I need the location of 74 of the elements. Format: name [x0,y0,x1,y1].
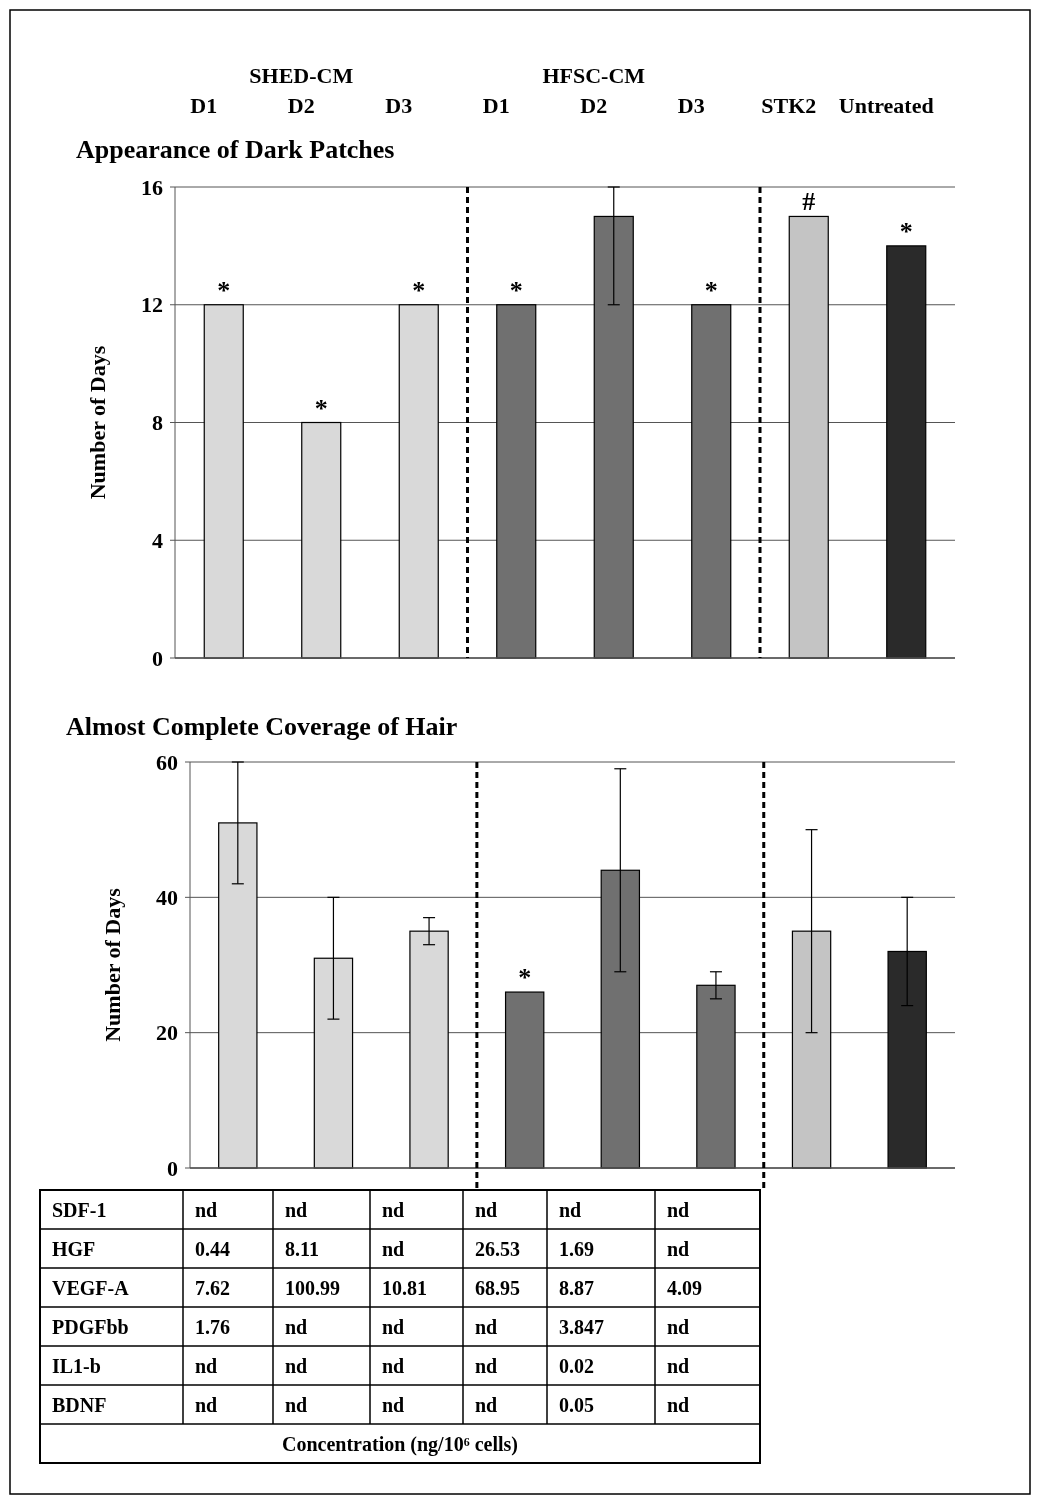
text: nd [195,1354,218,1377]
y-tick-label: 60 [156,749,178,775]
y-tick-label: 40 [156,885,178,911]
x-tick-label: D2 [287,93,315,118]
category-label: BDNF [52,1393,107,1416]
text: nd [382,1315,405,1338]
data-label: # [802,187,816,217]
data-label: * [217,275,231,305]
text: 1.69 [559,1237,594,1260]
y-tick-label: 8 [152,410,163,436]
data-label: * [412,275,426,305]
text: nd [667,1237,690,1260]
data-label: * [509,275,523,305]
chart-title: Almost Complete Coverage of Hair [66,712,458,741]
text: nd [475,1198,498,1221]
category-label: PDGFbb [52,1315,129,1338]
text: nd [382,1198,405,1221]
text: nd [285,1354,308,1377]
text: nd [475,1354,498,1377]
y-tick-label: 0 [152,645,163,671]
text: nd [195,1198,218,1221]
text: SHED-CM [249,63,354,88]
category-label: HGF [52,1237,96,1260]
text: HFSC-CM [542,63,646,88]
x-tick-label: Untreated [838,93,934,118]
text: nd [285,1315,308,1338]
text: 4.09 [667,1276,702,1299]
text: nd [195,1393,218,1416]
data-label: * [518,963,532,993]
y-tick-label: 16 [141,174,163,200]
text: 1.76 [195,1315,230,1338]
text: nd [559,1198,582,1221]
data-label: * [899,216,913,246]
text: 3.847 [559,1315,604,1338]
text: 26.53 [475,1237,520,1260]
text: 10.81 [382,1276,427,1299]
text: 100.99 [285,1276,340,1299]
text: nd [285,1393,308,1416]
category-label: VEGF-A [52,1276,129,1299]
y-axis-title: Number of Days [85,345,110,500]
x-tick-label: D3 [677,93,705,118]
text: nd [475,1393,498,1416]
text: nd [382,1393,405,1416]
text: 0.44 [195,1237,230,1260]
x-tick-label: D1 [482,93,510,118]
text: 8.11 [285,1237,319,1260]
x-tick-label: D3 [385,93,413,118]
text: 0.05 [559,1393,594,1416]
data-label: * [314,393,328,423]
x-tick-label: D1 [190,93,218,118]
text: 7.62 [195,1276,230,1299]
text: 8.87 [559,1276,594,1299]
x-tick-label: STK2 [761,93,817,118]
chart-title: Appearance of Dark Patches [76,135,395,164]
text: nd [667,1354,690,1377]
text: nd [382,1354,405,1377]
text: nd [667,1198,690,1221]
data-label: * [704,275,718,305]
text: nd [382,1237,405,1260]
text: 0.02 [559,1354,594,1377]
category-label: IL1-b [52,1354,101,1377]
category-label: SDF-1 [52,1198,107,1221]
y-axis-title: Number of Days [100,887,125,1042]
y-tick-label: 0 [167,1155,178,1181]
text: 68.95 [475,1276,520,1299]
y-tick-label: 12 [141,292,163,318]
x-tick-label: D2 [580,93,608,118]
y-tick-label: 4 [152,527,163,553]
y-tick-label: 20 [156,1020,178,1046]
text: nd [667,1315,690,1338]
text: Concentration (ng/10⁶ cells) [282,1432,518,1456]
text: nd [475,1315,498,1338]
text: nd [285,1198,308,1221]
text: nd [667,1393,690,1416]
